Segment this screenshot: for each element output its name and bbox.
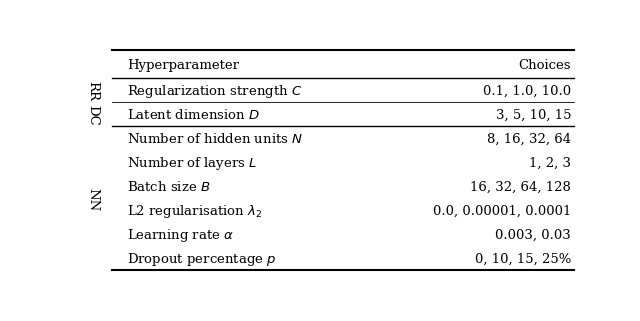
Text: DC: DC bbox=[86, 105, 99, 126]
Text: Number of layers $L$: Number of layers $L$ bbox=[127, 155, 257, 172]
Text: 16, 32, 64, 128: 16, 32, 64, 128 bbox=[470, 181, 571, 194]
Text: Learning rate $\alpha$: Learning rate $\alpha$ bbox=[127, 227, 234, 244]
Text: RR: RR bbox=[86, 81, 99, 101]
Text: 0.0, 0.00001, 0.0001: 0.0, 0.00001, 0.0001 bbox=[433, 205, 571, 218]
Text: 0, 10, 15, 25%: 0, 10, 15, 25% bbox=[475, 253, 571, 265]
Text: 0.1, 1.0, 10.0: 0.1, 1.0, 10.0 bbox=[483, 85, 571, 98]
Text: Regularization strength $C$: Regularization strength $C$ bbox=[127, 83, 303, 100]
Text: 1, 2, 3: 1, 2, 3 bbox=[529, 157, 571, 170]
Text: Choices: Choices bbox=[518, 59, 571, 72]
Text: Latent dimension $D$: Latent dimension $D$ bbox=[127, 108, 260, 122]
Text: 0.003, 0.03: 0.003, 0.03 bbox=[495, 229, 571, 242]
Text: L2 regularisation $\lambda_2$: L2 regularisation $\lambda_2$ bbox=[127, 203, 262, 220]
Text: Batch size $B$: Batch size $B$ bbox=[127, 180, 211, 194]
Text: Number of hidden units $N$: Number of hidden units $N$ bbox=[127, 132, 303, 146]
Text: 3, 5, 10, 15: 3, 5, 10, 15 bbox=[495, 109, 571, 122]
Text: NN: NN bbox=[86, 187, 99, 211]
Text: Hyperparameter: Hyperparameter bbox=[127, 59, 239, 72]
Text: Dropout percentage $p$: Dropout percentage $p$ bbox=[127, 251, 276, 268]
Text: 8, 16, 32, 64: 8, 16, 32, 64 bbox=[487, 133, 571, 146]
